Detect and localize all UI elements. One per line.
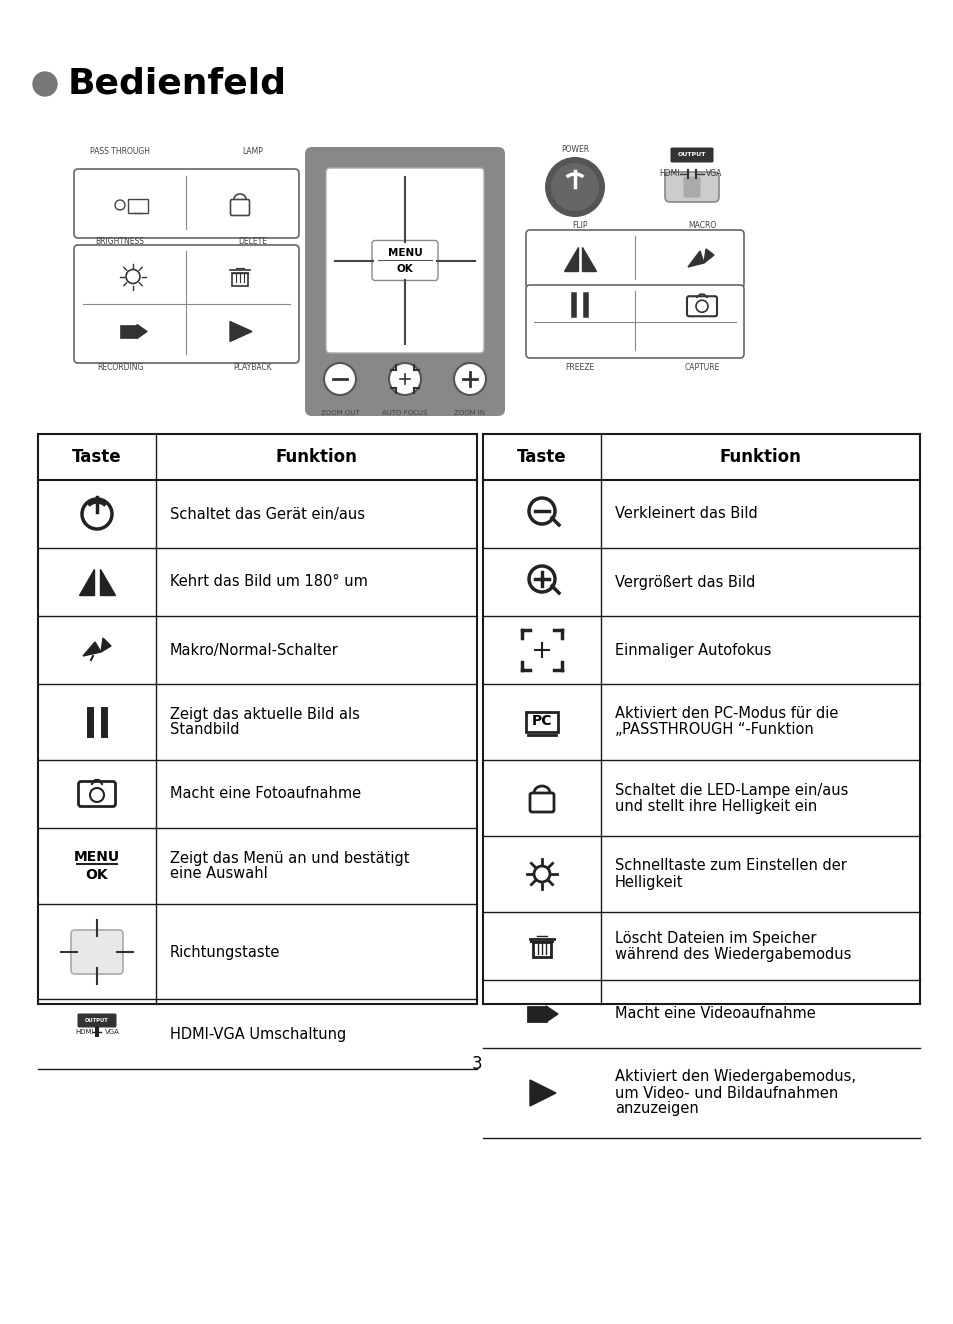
- Text: „PASSTHROUGH “-Funktion: „PASSTHROUGH “-Funktion: [615, 723, 813, 737]
- Text: Helligkeit: Helligkeit: [615, 874, 682, 890]
- Text: HDMI: HDMI: [659, 169, 679, 179]
- Text: Vergrößert das Bild: Vergrößert das Bild: [615, 575, 755, 589]
- Text: OUTPUT: OUTPUT: [85, 1018, 109, 1022]
- FancyBboxPatch shape: [525, 285, 743, 357]
- Text: LAMP: LAMP: [242, 147, 263, 155]
- Circle shape: [454, 363, 485, 395]
- Text: Macht eine Videoaufnahme: Macht eine Videoaufnahme: [615, 1006, 815, 1022]
- Text: Funktion: Funktion: [719, 448, 801, 466]
- FancyBboxPatch shape: [372, 241, 437, 281]
- Text: Zeigt das Menü an und bestätigt: Zeigt das Menü an und bestätigt: [170, 850, 409, 866]
- Text: Macht eine Fotoaufnahme: Macht eine Fotoaufnahme: [170, 786, 361, 801]
- Text: OK: OK: [86, 869, 109, 882]
- Polygon shape: [230, 322, 252, 342]
- Text: Schnelltaste zum Einstellen der: Schnelltaste zum Einstellen der: [615, 858, 846, 874]
- Circle shape: [389, 363, 420, 395]
- Text: Makro/Normal-Schalter: Makro/Normal-Schalter: [170, 642, 338, 658]
- Polygon shape: [703, 249, 713, 263]
- Text: anzuzeigen: anzuzeigen: [615, 1102, 698, 1116]
- FancyBboxPatch shape: [683, 177, 700, 197]
- Text: während des Wiedergabemodus: während des Wiedergabemodus: [615, 947, 850, 961]
- Circle shape: [544, 158, 604, 217]
- Text: Aktiviert den PC-Modus für die: Aktiviert den PC-Modus für die: [615, 707, 838, 722]
- FancyBboxPatch shape: [74, 245, 298, 363]
- Polygon shape: [100, 569, 115, 594]
- Polygon shape: [137, 324, 147, 339]
- Polygon shape: [563, 248, 578, 271]
- Text: und stellt ihre Helligkeit ein: und stellt ihre Helligkeit ein: [615, 798, 817, 813]
- FancyBboxPatch shape: [525, 230, 743, 289]
- Text: HDMI: HDMI: [75, 1029, 93, 1035]
- Polygon shape: [79, 569, 94, 594]
- Polygon shape: [545, 1006, 558, 1022]
- Text: FLIP: FLIP: [572, 221, 587, 230]
- Text: HDMI-VGA Umschaltung: HDMI-VGA Umschaltung: [170, 1026, 346, 1042]
- Text: PC: PC: [531, 714, 552, 728]
- Text: MENU: MENU: [387, 248, 422, 257]
- Text: Taste: Taste: [517, 448, 566, 466]
- Text: OUTPUT: OUTPUT: [677, 152, 705, 158]
- FancyBboxPatch shape: [664, 172, 719, 203]
- Text: DELETE: DELETE: [238, 237, 267, 245]
- Text: ZOOM IN: ZOOM IN: [454, 410, 485, 416]
- Text: Zeigt das aktuelle Bild als: Zeigt das aktuelle Bild als: [170, 707, 359, 722]
- Text: Richtungstaste: Richtungstaste: [170, 944, 280, 960]
- Ellipse shape: [33, 71, 57, 97]
- Circle shape: [324, 363, 355, 395]
- Text: PLAYBACK: PLAYBACK: [233, 363, 273, 372]
- Polygon shape: [101, 638, 111, 651]
- FancyBboxPatch shape: [71, 929, 123, 974]
- Text: BRIGHTNESS: BRIGHTNESS: [95, 237, 144, 245]
- Text: Schaltet die LED-Lampe ein/aus: Schaltet die LED-Lampe ein/aus: [615, 782, 847, 797]
- Text: Funktion: Funktion: [274, 448, 356, 466]
- Text: VGA: VGA: [105, 1029, 120, 1035]
- FancyBboxPatch shape: [670, 147, 713, 163]
- Text: Aktiviert den Wiedergabemodus,: Aktiviert den Wiedergabemodus,: [615, 1070, 855, 1084]
- Text: PASS THROUGH: PASS THROUGH: [90, 147, 150, 155]
- Text: ZOOM OUT: ZOOM OUT: [320, 410, 359, 416]
- Text: eine Auswahl: eine Auswahl: [170, 866, 268, 882]
- Text: AUTO FOCUS: AUTO FOCUS: [382, 410, 427, 416]
- FancyBboxPatch shape: [121, 326, 137, 338]
- FancyBboxPatch shape: [305, 147, 504, 416]
- Text: MACRO: MACRO: [687, 221, 716, 230]
- Text: VGA: VGA: [705, 169, 721, 179]
- Text: Schaltet das Gerät ein/aus: Schaltet das Gerät ein/aus: [170, 507, 365, 522]
- Polygon shape: [687, 252, 703, 267]
- Polygon shape: [581, 248, 596, 271]
- FancyBboxPatch shape: [77, 1013, 116, 1027]
- Text: CAPTURE: CAPTURE: [683, 363, 719, 372]
- Circle shape: [551, 163, 598, 211]
- Text: Löscht Dateien im Speicher: Löscht Dateien im Speicher: [615, 931, 816, 945]
- Text: MENU: MENU: [74, 850, 120, 865]
- Text: FREEZE: FREEZE: [565, 363, 594, 372]
- Polygon shape: [530, 1080, 556, 1106]
- Text: Standbild: Standbild: [170, 723, 239, 737]
- FancyBboxPatch shape: [527, 1008, 545, 1021]
- Text: 3: 3: [471, 1055, 482, 1072]
- FancyBboxPatch shape: [326, 168, 483, 354]
- Text: OK: OK: [396, 263, 413, 274]
- Text: RECORDING: RECORDING: [96, 363, 143, 372]
- Text: Bedienfeld: Bedienfeld: [68, 68, 287, 101]
- Text: Einmaliger Autofokus: Einmaliger Autofokus: [615, 642, 771, 658]
- Text: POWER: POWER: [560, 144, 588, 154]
- FancyBboxPatch shape: [74, 169, 298, 238]
- Text: Kehrt das Bild um 180° um: Kehrt das Bild um 180° um: [170, 575, 368, 589]
- Text: Taste: Taste: [72, 448, 122, 466]
- Polygon shape: [83, 642, 101, 655]
- Text: Verkleinert das Bild: Verkleinert das Bild: [615, 507, 757, 522]
- Text: um Video- und Bildaufnahmen: um Video- und Bildaufnahmen: [615, 1086, 838, 1100]
